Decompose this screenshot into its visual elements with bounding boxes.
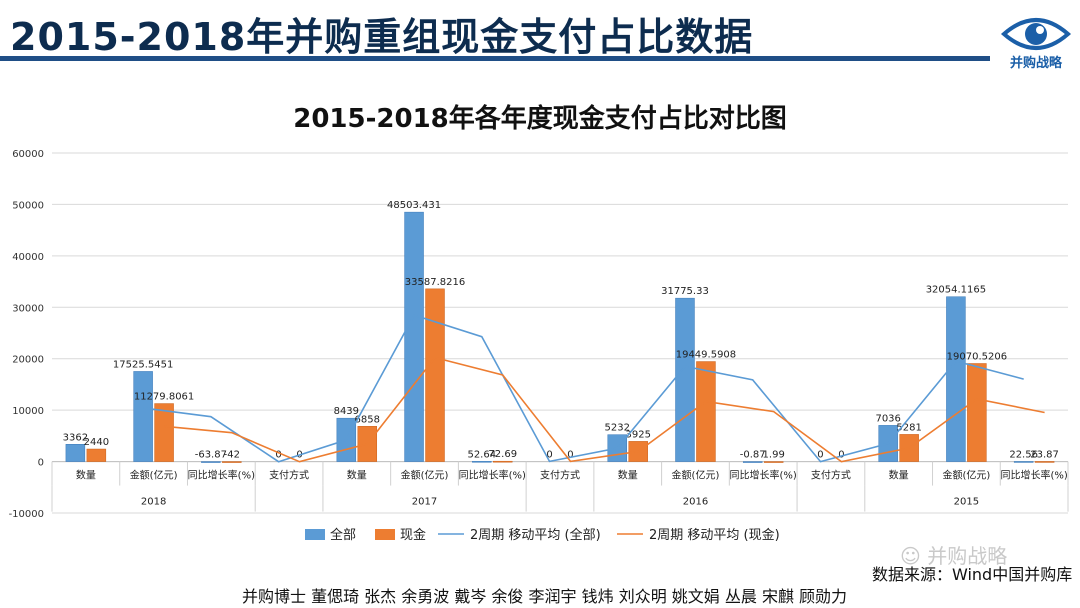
logo-text: 并购战略: [1009, 56, 1062, 71]
data-label: 31775.33: [661, 286, 709, 297]
chart-title: 2015-2018年各年度现金支付占比对比图: [293, 104, 787, 134]
x-category-label: 金额(亿元): [401, 469, 449, 482]
y-tick-label: 30000: [12, 303, 44, 314]
x-group-label: 2017: [412, 497, 437, 508]
y-tick-label: 20000: [12, 355, 44, 366]
x-category-label: 同比增长率(%): [1000, 469, 1067, 482]
x-category-label: 支付方式: [269, 469, 309, 482]
x-group-label: 2015: [954, 497, 979, 508]
y-tick-label: 0: [38, 458, 44, 469]
x-category-label: 同比增长率(%): [730, 469, 797, 482]
y-tick-label: 10000: [12, 406, 44, 417]
bar-cash: [763, 461, 784, 463]
data-label: 3925: [625, 429, 650, 440]
y-tick-label: 60000: [12, 149, 44, 160]
data-label: 32054.1165: [926, 285, 986, 296]
data-label: 23.87: [1030, 449, 1059, 460]
bar-all: [1013, 461, 1034, 463]
data-label: 17525.5451: [113, 359, 173, 370]
bar-cash: [967, 363, 987, 462]
x-category-label: 金额(亿元): [130, 469, 178, 482]
header-divider: [0, 56, 990, 61]
authors-line: 并购博士 董偲琦 张杰 余勇波 戴岑 余俊 李润宇 钱炜 刘众明 姚文娟 丛晨 …: [242, 587, 848, 606]
x-category-label: 金额(亿元): [942, 469, 990, 482]
x-category-label: 同比增长率(%): [459, 469, 526, 482]
y-tick-label: 40000: [12, 252, 44, 263]
wechat-icon: ☺: [900, 544, 921, 568]
data-label: 5232: [605, 423, 630, 434]
bar-all: [472, 461, 492, 463]
data-label: 11279.8061: [134, 392, 194, 403]
bar-cash: [86, 448, 107, 462]
moving-average-line-all: [142, 314, 1024, 463]
data-label: 0: [567, 450, 573, 461]
legend-label: 现金: [400, 527, 426, 543]
data-label: 0: [546, 450, 552, 461]
data-label: 0: [275, 450, 281, 461]
legend-label: 2周期 移动平均 (现金): [649, 527, 780, 543]
bar-cash: [1034, 461, 1055, 463]
bar-cash: [493, 460, 513, 463]
bar-all: [404, 211, 424, 462]
watermark: ☺ 并购战略: [900, 540, 1007, 569]
x-category-label: 数量: [347, 469, 367, 482]
x-category-label: 支付方式: [811, 469, 851, 482]
data-label: 3362: [63, 432, 88, 443]
x-category-label: 数量: [76, 469, 96, 482]
data-label: 19070.5206: [947, 351, 1007, 362]
watermark-text: 并购战略: [927, 544, 1008, 568]
legend-label: 全部: [330, 527, 356, 543]
bar-all: [946, 296, 966, 462]
x-category-label: 支付方式: [540, 469, 580, 482]
legend-swatch: [375, 529, 395, 540]
data-label: 72.69: [488, 449, 517, 460]
bar-cash: [222, 461, 242, 463]
data-source: 数据来源：Wind中国并购库: [872, 565, 1073, 584]
data-label: 22.56: [1009, 449, 1038, 460]
data-label: -42: [224, 450, 240, 461]
x-group-label: 2016: [683, 497, 708, 508]
data-label: 5281: [896, 422, 921, 433]
bar-all: [201, 461, 221, 463]
legend-label: 2周期 移动平均 (全部): [470, 527, 601, 543]
y-tick-label: 50000: [12, 200, 44, 211]
data-label: 0: [817, 450, 823, 461]
x-group-label: 2018: [141, 497, 166, 508]
bar-all: [675, 297, 695, 462]
bar-line-chart: -10000 0 10000 20000 30000 40000 50000 60000 336…: [9, 149, 1069, 543]
bar-cash: [696, 361, 716, 462]
bar-all: [742, 461, 763, 463]
bar-all: [65, 444, 86, 462]
x-category-label: 数量: [618, 469, 638, 482]
x-category-label: 金额(亿元): [672, 469, 720, 482]
data-label: 1.99: [763, 450, 785, 461]
page-title: 2015-2018年并购重组现金支付占比数据: [10, 15, 754, 59]
data-label: -63.87: [195, 450, 227, 461]
eye-icon: [1000, 18, 1072, 50]
data-label: 19449.5908: [676, 350, 736, 361]
data-label: 8439: [334, 406, 359, 417]
data-label: -0.87: [740, 450, 766, 461]
x-category-label: 数量: [889, 469, 909, 482]
bar-cash: [425, 288, 445, 462]
bar-all: [133, 371, 153, 462]
y-tick-label: -10000: [9, 509, 44, 520]
data-label: 6858: [355, 414, 380, 425]
x-category-label: 同比增长率(%): [188, 469, 255, 482]
bar-cash: [154, 403, 174, 462]
data-label: 52.64: [467, 449, 496, 460]
data-label: 48503.431: [387, 200, 441, 211]
data-label: 0: [838, 450, 844, 461]
data-label: 2440: [84, 437, 109, 448]
moving-average-line-cash: [164, 356, 1045, 463]
data-label: 7036: [875, 413, 900, 424]
data-label: 33587.8216: [405, 277, 465, 288]
legend-swatch: [305, 529, 325, 540]
